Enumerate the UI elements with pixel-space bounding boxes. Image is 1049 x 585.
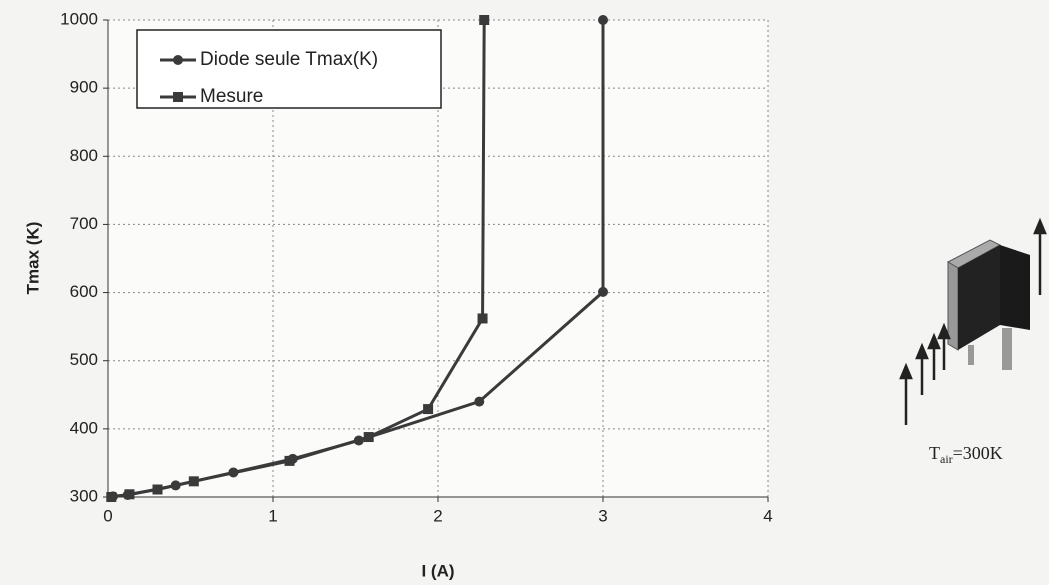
- annotation-sub: air: [940, 452, 953, 466]
- y-tick-label: 300: [70, 486, 98, 505]
- marker: [598, 286, 608, 297]
- x-tick-label: 4: [763, 506, 772, 525]
- legend-label: Mesure: [200, 86, 263, 107]
- legend-box: [136, 29, 442, 109]
- marker: [152, 484, 163, 495]
- y-tick-label: 1000: [60, 9, 98, 28]
- y-tick-label: 900: [70, 78, 98, 97]
- y-axis-label: Tmax (K): [23, 222, 42, 295]
- marker: [124, 489, 135, 500]
- marker: [188, 476, 199, 487]
- legend: Diode seule Tmax(K) Mesure: [136, 29, 442, 109]
- marker: [173, 92, 183, 102]
- annotation-rest: =300K: [953, 443, 1003, 463]
- marker: [474, 396, 485, 407]
- x-tick-label: 0: [103, 506, 112, 525]
- x-tick-label: 3: [598, 506, 607, 525]
- y-tick-label: 800: [70, 146, 98, 165]
- y-tick-label: 700: [70, 214, 98, 233]
- marker: [173, 55, 183, 65]
- annotation-main: T: [929, 443, 940, 463]
- legend-label: Diode seule Tmax(K): [200, 49, 378, 70]
- component-illustration: Tair=300K: [899, 217, 1047, 466]
- marker: [363, 432, 374, 443]
- y-tick-label: 400: [70, 418, 98, 437]
- annotation: Tair=300K: [929, 443, 1003, 466]
- y-tick-label: 600: [70, 282, 98, 301]
- x-axis-label: I (A): [421, 561, 454, 580]
- marker: [598, 15, 608, 25]
- y-tick-label: 500: [70, 350, 98, 369]
- marker: [106, 492, 117, 502]
- marker: [477, 313, 488, 324]
- marker: [479, 15, 490, 25]
- marker: [284, 455, 295, 466]
- x-tick-label: 1: [268, 506, 277, 525]
- x-tick-label: 2: [433, 506, 442, 525]
- marker: [423, 404, 434, 415]
